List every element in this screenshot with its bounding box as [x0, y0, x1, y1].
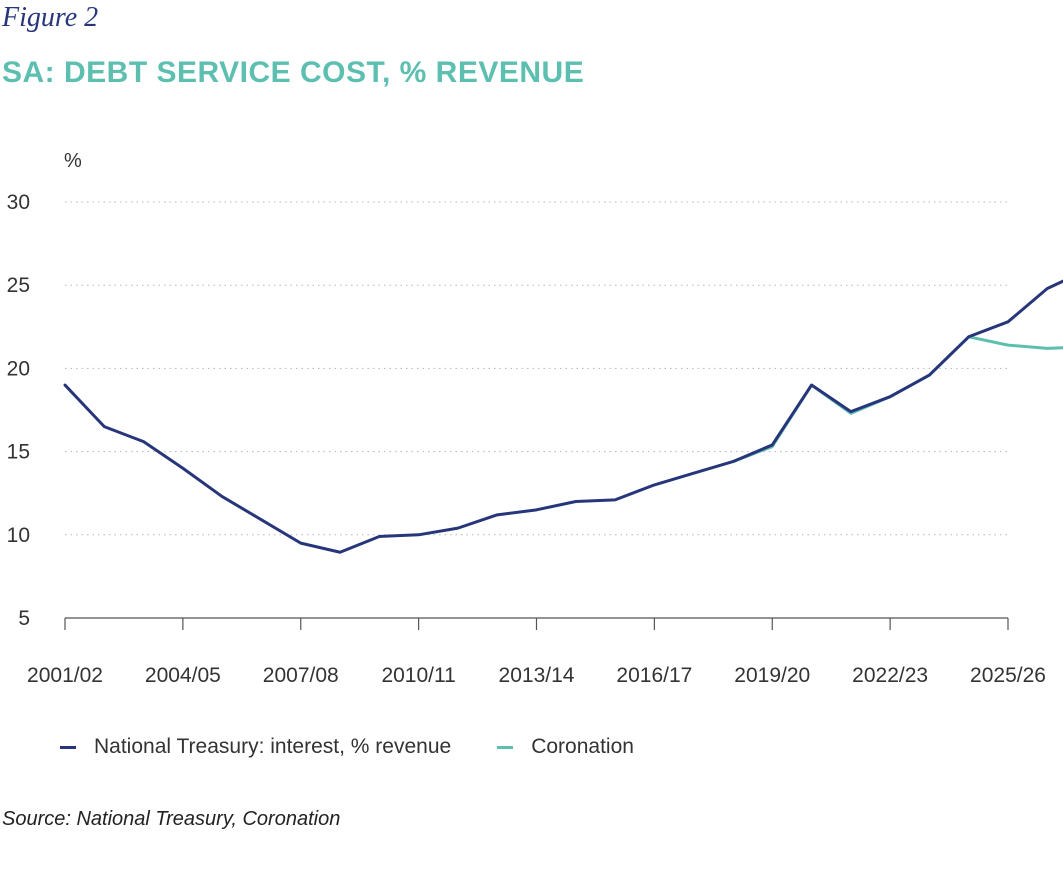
x-tick-label-2019-20: 2019/20	[734, 664, 810, 687]
x-tick-label-2010-11: 2010/11	[381, 664, 455, 687]
series-line-national-treasury	[63, 279, 1063, 554]
figure-label: Figure 2	[2, 2, 99, 33]
legend-item-national-treasury: National Treasury: interest, % revenue	[60, 735, 451, 759]
y-tick-label-5: 5	[18, 607, 30, 630]
legend: National Treasury: interest, % revenue C…	[60, 735, 680, 759]
y-axis-unit-label: %	[64, 150, 82, 172]
y-tick-label-30: 30	[7, 191, 30, 214]
x-tick-label-2025-26: 2025/26	[970, 664, 1046, 687]
legend-label-coronation: Coronation	[531, 735, 634, 758]
source-note: Source: National Treasury, Coronation	[2, 808, 341, 830]
x-tick-label-2007-08: 2007/08	[263, 664, 339, 687]
y-tick-label-10: 10	[7, 524, 30, 547]
legend-item-coronation: Coronation	[497, 735, 634, 759]
y-tick-label-20: 20	[7, 357, 30, 380]
series-line-coronation	[731, 335, 1063, 464]
legend-swatch-national-treasury	[60, 745, 76, 749]
chart-title: SA: DEBT SERVICE COST, % REVENUE	[2, 56, 585, 89]
legend-label-national-treasury: National Treasury: interest, % revenue	[94, 735, 452, 758]
x-tick-label-2004-05: 2004/05	[145, 664, 221, 687]
x-tick-label-2016-17: 2016/17	[616, 664, 692, 687]
y-tick-label-25: 25	[7, 274, 30, 297]
x-tick-label-2022-23: 2022/23	[852, 664, 928, 687]
x-tick-label-2013-14: 2013/14	[499, 664, 575, 687]
legend-swatch-coronation	[497, 745, 514, 749]
x-tick-label-2001-02: 2001/02	[27, 664, 103, 687]
y-tick-label-15: 15	[7, 441, 30, 464]
